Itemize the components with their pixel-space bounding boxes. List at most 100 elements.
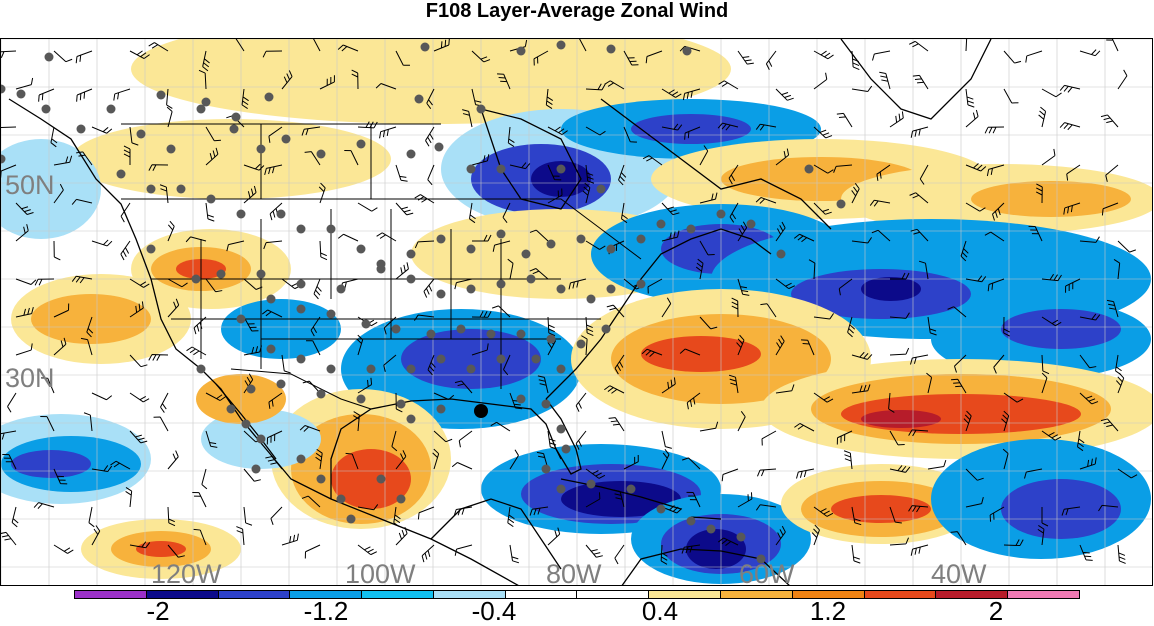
wind-barb (1037, 524, 1045, 546)
wind-barb (243, 468, 261, 482)
wind-barb (243, 163, 265, 171)
wind-barb (71, 275, 93, 284)
station-dot (436, 289, 446, 299)
wind-barb (686, 491, 701, 508)
station-dot (656, 504, 666, 514)
wind-barb (129, 126, 139, 146)
wind-barb (1079, 392, 1099, 405)
station-dot (476, 104, 486, 114)
wind-barb (869, 199, 891, 207)
wind-barb (167, 506, 176, 527)
colorbar-segment (1008, 591, 1079, 598)
station-dot (336, 284, 346, 294)
station-dot (116, 169, 126, 179)
wind-barb (618, 164, 627, 186)
contour-fill-region (831, 495, 931, 523)
wind-barb (310, 316, 321, 337)
wind-barb (585, 468, 606, 479)
wind-barb (737, 492, 753, 508)
wind-barb (451, 462, 473, 470)
wind-barb (761, 430, 777, 446)
wind-barb (395, 526, 408, 546)
wind-barb (1079, 236, 1100, 243)
wind-barb (965, 109, 979, 128)
station-dot (276, 379, 286, 389)
wind-barb (661, 430, 672, 449)
wind-barb (1003, 50, 1022, 64)
wind-barb (728, 374, 739, 394)
coastline-south-america (621, 548, 790, 585)
wind-barb (243, 345, 262, 356)
contour-fill-region (221, 299, 341, 359)
wind-barb (647, 278, 663, 294)
wind-barb (879, 71, 891, 90)
station-dot (251, 464, 261, 474)
wind-barb (414, 194, 435, 204)
wind-barb (585, 544, 603, 558)
station-dot (376, 264, 386, 274)
wind-barb (838, 278, 853, 296)
wind-barb (427, 164, 435, 186)
wind-barb (15, 343, 33, 356)
border-us-canada (121, 198, 642, 260)
station-dot (266, 294, 276, 304)
wind-barb (811, 524, 820, 546)
wind-barb (125, 487, 133, 508)
station-dot (336, 494, 346, 504)
wind-barb (775, 335, 785, 356)
wind-barb (38, 88, 55, 102)
wind-barb (357, 377, 373, 394)
station-dot (196, 364, 206, 374)
wind-barb (383, 354, 397, 372)
wind-barb (507, 506, 515, 528)
station-dot (264, 92, 274, 102)
wind-barb (1041, 372, 1048, 394)
wind-barb (537, 375, 549, 394)
colorbar-segment (577, 591, 650, 598)
station-dot (556, 484, 566, 494)
wind-barb (453, 506, 473, 517)
coastline-gulf (330, 398, 562, 499)
wind-barb (851, 351, 873, 360)
wind-barb (269, 202, 283, 221)
wind-barb (547, 527, 561, 546)
lon-label-80w: 80W (546, 559, 602, 586)
wind-barb (129, 541, 151, 549)
station-dot (434, 142, 444, 152)
wind-barb (1117, 468, 1138, 479)
wind-barb (927, 459, 947, 470)
wind-barb (793, 233, 815, 243)
wind-barb (469, 202, 476, 224)
wind-barb (263, 240, 283, 250)
wind-barb (344, 150, 359, 166)
station-dot (686, 224, 696, 234)
wind-barb (509, 449, 519, 470)
wind-barb (984, 231, 1005, 242)
wind-barb (755, 504, 777, 511)
wind-barb (432, 448, 440, 470)
station-dot (406, 364, 416, 374)
wind-barb (261, 309, 283, 318)
wind-barb (992, 202, 1005, 221)
wind-barb (353, 411, 360, 432)
wind-barb (241, 88, 249, 110)
wind-barb (889, 312, 910, 319)
wind-barb (198, 69, 207, 90)
wind-barb (129, 392, 150, 403)
wind-barb (1, 126, 17, 134)
wind-barb (686, 392, 701, 410)
contour-fill-region (861, 410, 941, 428)
station-dot (516, 394, 526, 404)
wind-barb (889, 465, 911, 473)
colorbar-segment (649, 591, 722, 598)
wind-barb (502, 202, 511, 224)
wind-barb (357, 121, 378, 129)
station-dot (166, 144, 176, 154)
border-states-1 (200, 209, 502, 389)
map-title: F108 Layer-Average Zonal Wind (425, 0, 729, 22)
colorbar-tick-label: -0.4 (471, 596, 517, 626)
wind-barb (965, 468, 984, 481)
station-dot (16, 89, 26, 99)
wind-barb (243, 278, 263, 290)
wind-barb (1077, 430, 1085, 452)
